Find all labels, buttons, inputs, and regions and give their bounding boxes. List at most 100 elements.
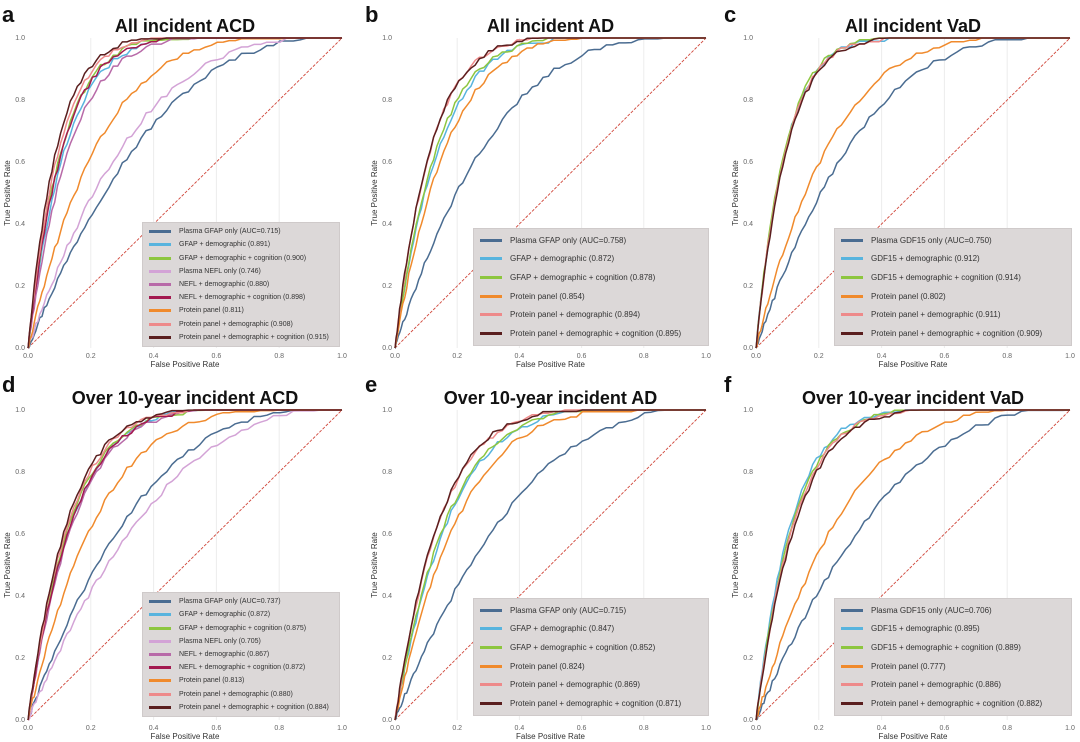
x-tick-label: 0.4 (149, 353, 159, 360)
legend-item: GDF15 + demographic + cognition (0.889) (841, 643, 1065, 652)
y-tick-label: 1.0 (743, 35, 753, 42)
legend-swatch (149, 613, 171, 617)
x-tick-label: 0.6 (940, 725, 950, 732)
legend-swatch (149, 705, 171, 709)
x-axis-label: False Positive Rate (151, 732, 220, 741)
legend-item: Protein panel + demographic + cognition … (480, 329, 702, 338)
legend-item: Protein panel + demographic (0.886) (841, 680, 1065, 689)
legend-swatch (480, 627, 502, 631)
legend-label: Plasma GFAP only (AUC=0.737) (179, 598, 281, 606)
chart-title: Over 10-year incident AD (443, 388, 658, 408)
x-tick-label: 0.8 (639, 353, 649, 360)
legend: Plasma GFAP only (AUC=0.715) GFAP + demog… (473, 598, 709, 716)
x-tick-label: 0.0 (751, 353, 761, 360)
legend-label: Protein panel + demographic + cognition … (510, 329, 682, 339)
legend-item: Plasma GDF15 only (AUC=0.706) (841, 606, 1065, 615)
legend-item: NEFL + demographic (0.880) (149, 281, 333, 288)
x-tick-label: 0.0 (390, 353, 400, 360)
legend-label: Protein panel (0.854) (510, 291, 585, 301)
legend-item: Plasma GDF15 only (AUC=0.750) (841, 236, 1065, 245)
x-tick-label: 0.8 (274, 725, 284, 732)
legend-swatch (480, 646, 502, 650)
y-tick-label: 0.8 (743, 469, 753, 476)
y-tick-label: 0.0 (15, 717, 25, 724)
y-tick-label: 1.0 (382, 35, 392, 42)
chart-title: Over 10-year incident VaD (801, 388, 1025, 408)
legend-item: Plasma GFAP only (AUC=0.737) (149, 598, 333, 605)
legend-label: GFAP + demographic + cognition (0.878) (510, 273, 656, 283)
y-axis-label: True Positive Rate (370, 532, 379, 598)
x-tick-label: 0.2 (814, 353, 824, 360)
x-tick-label: 0.6 (577, 353, 587, 360)
chart-title: Over 10-year incident ACD (71, 388, 299, 408)
legend-item: Protein panel + demographic (0.869) (480, 680, 702, 689)
legend-swatch (149, 256, 171, 260)
x-tick-label: 0.6 (212, 725, 222, 732)
legend-label: GDF15 + demographic + cognition (0.889) (871, 643, 1021, 653)
y-tick-label: 0.0 (15, 345, 25, 352)
legend-swatch (149, 639, 171, 643)
y-axis-label: True Positive Rate (731, 160, 740, 226)
x-tick-label: 0.4 (877, 353, 887, 360)
chart-title: All incident AD (486, 16, 615, 36)
legend-swatch (841, 294, 863, 298)
legend-item: NEFL + demographic (0.867) (149, 651, 333, 658)
x-tick-label: 1.0 (337, 725, 347, 732)
legend-swatch (841, 646, 863, 650)
legend-label: GFAP + demographic + cognition (0.900) (179, 254, 307, 262)
legend-swatch (149, 230, 171, 234)
x-tick-label: 0.0 (23, 353, 33, 360)
y-tick-label: 0.8 (382, 97, 392, 104)
y-tick-label: 0.2 (743, 283, 753, 290)
legend-swatch (480, 313, 502, 317)
legend-swatch (149, 335, 171, 339)
legend: Plasma GDF15 only (AUC=0.750) GDF15 + dem… (834, 228, 1072, 346)
y-tick-label: 0.6 (15, 531, 25, 538)
legend-swatch (841, 683, 863, 687)
x-tick-label: 1.0 (701, 725, 711, 732)
legend-swatch (480, 664, 502, 668)
legend-swatch (841, 608, 863, 612)
legend-swatch (480, 276, 502, 280)
legend-label: NEFL + demographic + cognition (0.872) (179, 664, 306, 672)
legend-item: Protein panel (0.854) (480, 292, 702, 301)
legend-item: Protein panel + demographic (0.894) (480, 310, 702, 319)
y-tick-label: 1.0 (15, 35, 25, 42)
legend-item: GFAP + demographic + cognition (0.875) (149, 625, 333, 632)
legend-swatch (149, 243, 171, 247)
x-tick-label: 0.2 (86, 725, 96, 732)
legend-item: GFAP + demographic (0.872) (149, 611, 333, 618)
x-tick-label: 1.0 (1065, 725, 1075, 732)
legend-label: Plasma GDF15 only (AUC=0.750) (871, 235, 992, 245)
x-tick-label: 1.0 (1065, 353, 1075, 360)
legend-label: Protein panel + demographic (0.886) (871, 680, 1002, 690)
legend-item: GFAP + demographic (0.891) (149, 241, 333, 248)
legend-swatch (841, 702, 863, 706)
legend-item: Protein panel + demographic (0.911) (841, 310, 1065, 319)
legend-item: GFAP + demographic + cognition (0.878) (480, 273, 702, 282)
y-tick-label: 1.0 (743, 407, 753, 414)
legend-item: Protein panel (0.811) (149, 307, 333, 314)
x-axis-label: False Positive Rate (879, 732, 948, 741)
legend-item: Protein panel (0.813) (149, 677, 333, 684)
legend-swatch (149, 309, 171, 313)
legend-label: GFAP + demographic + cognition (0.852) (510, 643, 656, 653)
legend-label: Protein panel + demographic + cognition … (871, 329, 1043, 339)
legend-label: GFAP + demographic (0.872) (510, 254, 615, 264)
legend-label: Protein panel + demographic (0.894) (510, 310, 641, 320)
legend-label: Plasma GFAP only (AUC=0.715) (179, 228, 281, 236)
legend-item: Protein panel (0.802) (841, 292, 1065, 301)
legend-swatch (841, 332, 863, 336)
legend-swatch (149, 666, 171, 670)
y-tick-label: 0.2 (743, 655, 753, 662)
chart-title: All incident ACD (114, 16, 256, 36)
y-tick-label: 0.8 (382, 469, 392, 476)
legend-swatch (480, 238, 502, 242)
y-axis-label: True Positive Rate (370, 160, 379, 226)
x-tick-label: 0.4 (149, 725, 159, 732)
legend-label: Protein panel + demographic (0.869) (510, 680, 641, 690)
legend-swatch (841, 276, 863, 280)
legend-swatch (149, 282, 171, 286)
legend-label: Plasma GFAP only (AUC=0.715) (510, 605, 627, 615)
legend-swatch (480, 683, 502, 687)
